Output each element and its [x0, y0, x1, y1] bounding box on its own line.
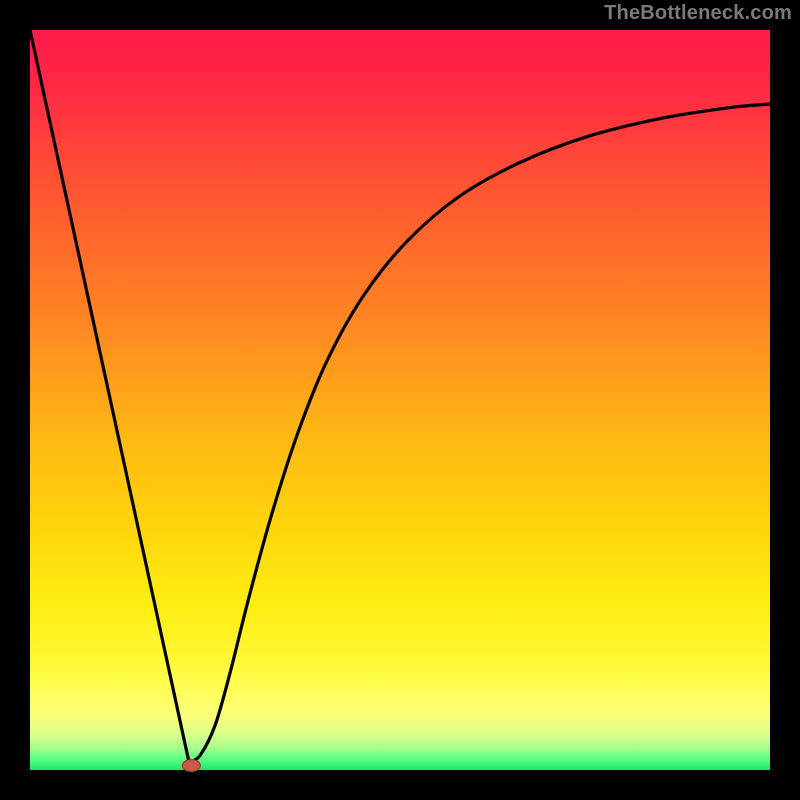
- watermark-text: TheBottleneck.com: [604, 2, 792, 25]
- minimum-marker: [182, 760, 200, 772]
- plot-background: [30, 30, 770, 770]
- chart-container: TheBottleneck.com: [0, 0, 800, 800]
- bottleneck-chart: [0, 0, 800, 800]
